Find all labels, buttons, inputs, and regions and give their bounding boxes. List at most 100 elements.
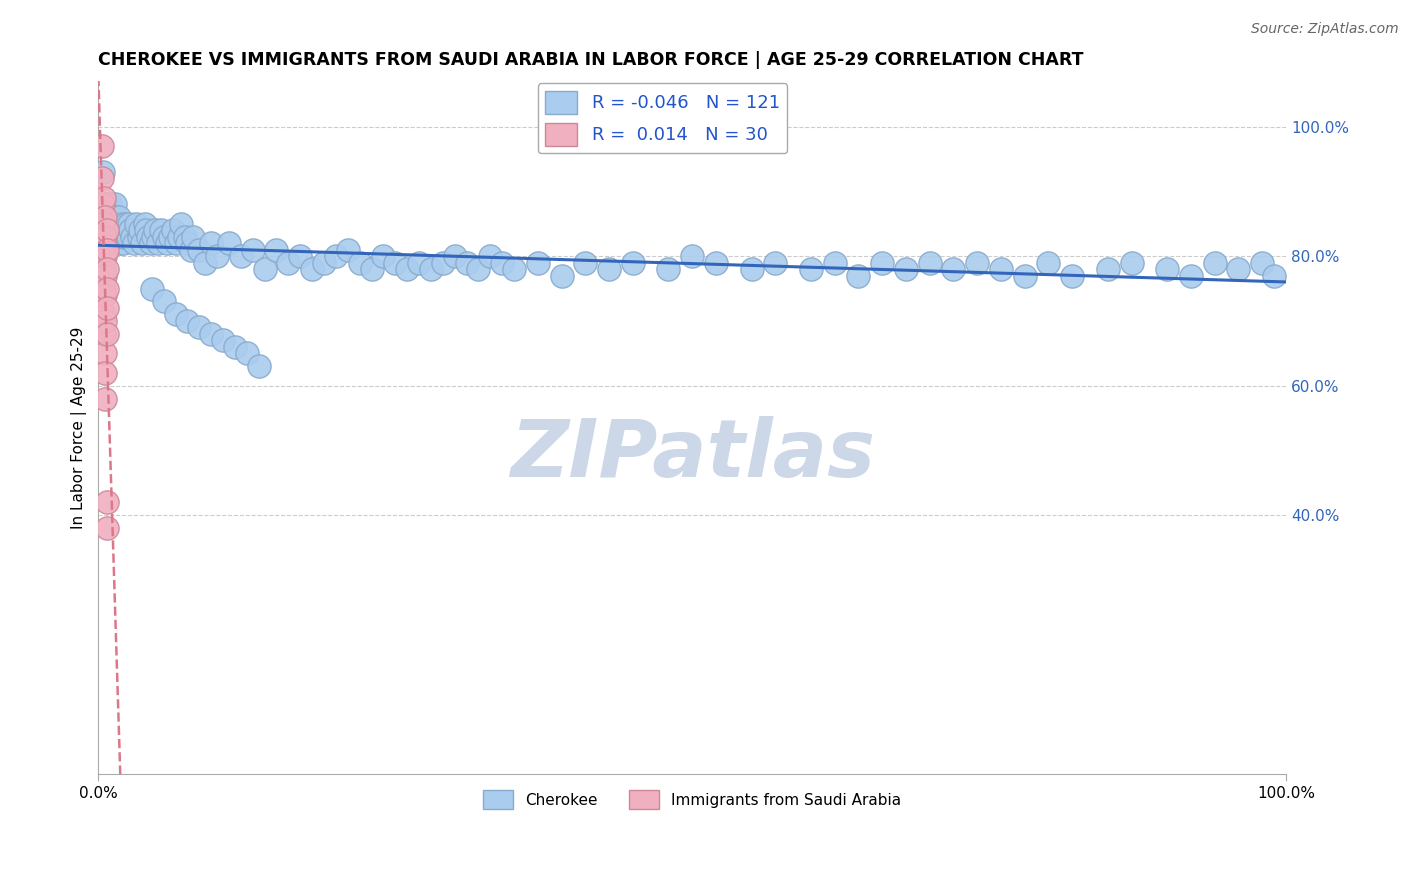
- Point: [894, 262, 917, 277]
- Point: [91, 197, 114, 211]
- Point: [800, 262, 823, 277]
- Point: [360, 262, 382, 277]
- Point: [94, 229, 117, 244]
- Point: [266, 243, 288, 257]
- Point: [117, 229, 139, 244]
- Point: [134, 217, 156, 231]
- Point: [94, 197, 117, 211]
- Point: [96, 223, 118, 237]
- Point: [103, 223, 125, 237]
- Point: [91, 165, 114, 179]
- Point: [114, 229, 136, 244]
- Point: [212, 334, 235, 348]
- Point: [94, 392, 117, 406]
- Point: [1251, 255, 1274, 269]
- Point: [93, 262, 115, 277]
- Point: [205, 249, 228, 263]
- Point: [824, 255, 846, 269]
- Point: [96, 301, 118, 315]
- Point: [349, 255, 371, 269]
- Point: [104, 197, 127, 211]
- Point: [657, 262, 679, 277]
- Point: [621, 255, 644, 269]
- Point: [98, 223, 121, 237]
- Point: [277, 255, 299, 269]
- Point: [704, 255, 727, 269]
- Point: [183, 229, 205, 244]
- Point: [598, 262, 620, 277]
- Point: [122, 236, 145, 251]
- Point: [396, 262, 419, 277]
- Point: [94, 366, 117, 380]
- Point: [91, 275, 114, 289]
- Point: [174, 229, 197, 244]
- Point: [114, 217, 136, 231]
- Point: [194, 255, 217, 269]
- Point: [142, 229, 165, 244]
- Point: [1263, 268, 1285, 283]
- Point: [96, 262, 118, 277]
- Point: [1097, 262, 1119, 277]
- Point: [229, 249, 252, 263]
- Point: [159, 229, 181, 244]
- Point: [101, 229, 124, 244]
- Point: [105, 211, 128, 225]
- Point: [200, 326, 222, 341]
- Point: [574, 255, 596, 269]
- Point: [93, 236, 115, 251]
- Point: [1180, 268, 1202, 283]
- Point: [325, 249, 347, 263]
- Point: [188, 243, 211, 257]
- Point: [141, 281, 163, 295]
- Point: [152, 294, 174, 309]
- Point: [94, 288, 117, 302]
- Point: [966, 255, 988, 269]
- Point: [108, 236, 131, 251]
- Point: [1121, 255, 1143, 269]
- Point: [93, 307, 115, 321]
- Point: [550, 268, 572, 283]
- Point: [105, 229, 128, 244]
- Point: [384, 255, 406, 269]
- Point: [129, 223, 152, 237]
- Point: [96, 243, 118, 257]
- Point: [98, 229, 121, 244]
- Point: [242, 243, 264, 257]
- Point: [419, 262, 441, 277]
- Point: [1227, 262, 1250, 277]
- Point: [94, 268, 117, 283]
- Point: [408, 255, 430, 269]
- Y-axis label: In Labor Force | Age 25-29: In Labor Force | Age 25-29: [72, 326, 87, 529]
- Point: [139, 236, 162, 251]
- Point: [526, 255, 548, 269]
- Point: [125, 217, 148, 231]
- Point: [96, 521, 118, 535]
- Point: [443, 249, 465, 263]
- Point: [870, 255, 893, 269]
- Point: [121, 229, 143, 244]
- Point: [942, 262, 965, 277]
- Text: Source: ZipAtlas.com: Source: ZipAtlas.com: [1251, 22, 1399, 37]
- Point: [162, 223, 184, 237]
- Point: [98, 211, 121, 225]
- Point: [290, 249, 312, 263]
- Point: [681, 249, 703, 263]
- Point: [170, 217, 193, 231]
- Point: [165, 307, 187, 321]
- Point: [91, 229, 114, 244]
- Point: [503, 262, 526, 277]
- Point: [1204, 255, 1226, 269]
- Text: CHEROKEE VS IMMIGRANTS FROM SAUDI ARABIA IN LABOR FORCE | AGE 25-29 CORRELATION : CHEROKEE VS IMMIGRANTS FROM SAUDI ARABIA…: [98, 51, 1084, 69]
- Point: [90, 171, 112, 186]
- Point: [247, 359, 270, 374]
- Point: [110, 223, 132, 237]
- Point: [105, 223, 128, 237]
- Point: [1014, 268, 1036, 283]
- Point: [143, 223, 166, 237]
- Point: [97, 203, 120, 218]
- Point: [918, 255, 941, 269]
- Point: [456, 255, 478, 269]
- Point: [467, 262, 489, 277]
- Point: [136, 229, 159, 244]
- Point: [253, 262, 276, 277]
